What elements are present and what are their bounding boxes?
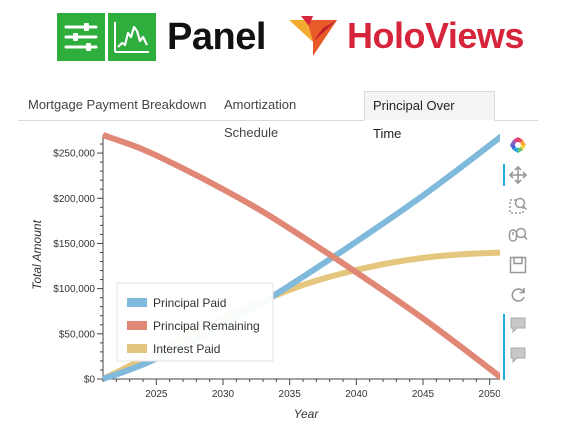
tab-bar: Mortgage Payment Breakdown Amortization … bbox=[18, 91, 538, 141]
holoviews-logo-text: HoloViews bbox=[347, 15, 524, 56]
y-axis: $0 $50,000 $100,000 $150,000 $200,000 $250,00… bbox=[53, 135, 104, 386]
y-tick-label: $200,000 bbox=[53, 194, 95, 205]
x-tick-label: 2030 bbox=[212, 389, 235, 400]
legend-swatch bbox=[127, 321, 147, 330]
chart-legend: Principal Paid Principal Remaining Interes… bbox=[116, 282, 274, 362]
panel-logo: Panel bbox=[57, 13, 266, 61]
tab-amortization-schedule[interactable]: Amortization Schedule bbox=[224, 97, 297, 140]
reset-icon[interactable] bbox=[507, 284, 529, 306]
y-tick-label: $50,000 bbox=[59, 329, 96, 340]
panel-sliders-icon bbox=[57, 13, 105, 61]
holoviews-logo-icon bbox=[289, 16, 337, 56]
chart-toolbar bbox=[503, 130, 533, 380]
tab-principal-over-time[interactable]: Principal Over Time bbox=[364, 91, 495, 141]
pan-icon[interactable] bbox=[507, 164, 529, 186]
y-axis-label: Total Amount bbox=[30, 219, 44, 289]
y-tick-label: $100,000 bbox=[53, 284, 95, 295]
hover-icon[interactable] bbox=[507, 344, 529, 366]
legend-swatch bbox=[127, 298, 147, 307]
legend-label: Principal Paid bbox=[153, 296, 226, 310]
panel-chart-icon bbox=[108, 13, 156, 61]
y-tick-label: $0 bbox=[84, 375, 96, 386]
tab-mortgage-payment-breakdown[interactable]: Mortgage Payment Breakdown bbox=[28, 97, 207, 112]
y-tick-label: $150,000 bbox=[53, 239, 95, 250]
series-principal-remaining-line[interactable] bbox=[101, 132, 500, 381]
x-tick-label: 2045 bbox=[412, 389, 435, 400]
active-tool-indicator bbox=[503, 314, 505, 380]
legend-label: Principal Remaining bbox=[153, 319, 260, 333]
panel-logo-text: Panel bbox=[167, 15, 266, 58]
bokeh-logo-icon[interactable] bbox=[507, 134, 529, 156]
x-tick-label: 2040 bbox=[345, 389, 368, 400]
x-axis-label: Year bbox=[294, 407, 320, 421]
principal-over-time-chart[interactable]: $0 $50,000 $100,000 $150,000 $200,000 $250,00… bbox=[0, 125, 500, 432]
logo-header: Panel HoloViews bbox=[0, 0, 576, 80]
hover-icon[interactable] bbox=[507, 314, 529, 336]
legend-swatch bbox=[127, 344, 147, 353]
y-tick-label: $250,000 bbox=[53, 149, 95, 160]
active-tool-indicator bbox=[503, 164, 505, 186]
save-icon[interactable] bbox=[507, 254, 529, 276]
x-tick-label: 2035 bbox=[279, 389, 302, 400]
legend-label: Interest Paid bbox=[153, 342, 220, 356]
holoviews-logo: HoloViews bbox=[287, 14, 524, 58]
x-tick-label: 2050 bbox=[479, 389, 500, 400]
box-zoom-icon[interactable] bbox=[507, 194, 529, 216]
wheel-zoom-icon[interactable] bbox=[507, 224, 529, 246]
x-tick-label: 2025 bbox=[145, 389, 168, 400]
x-axis: 2025 2030 2035 2040 2045 2050 bbox=[102, 378, 500, 400]
